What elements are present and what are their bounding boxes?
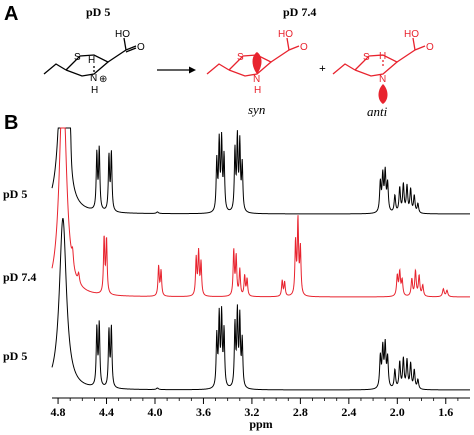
right-condition-label: pD 7.4	[283, 5, 316, 19]
syn-ring	[228, 54, 273, 77]
x-tick-label: 2.0	[390, 405, 405, 419]
x-tick-label: 2.4	[341, 405, 356, 419]
x-axis-label: ppm	[249, 417, 272, 431]
reactant-nh-atom: H	[91, 85, 98, 96]
reactant-structure	[43, 37, 137, 77]
spectrum-trace-2	[51, 127, 470, 298]
anti-h-atom: H	[379, 51, 386, 62]
anti-o-label: O	[426, 42, 434, 53]
reactant-h-atom: H	[88, 55, 95, 66]
x-axis-ticks: 4.8 4.4 4.0 3.6 3.2 2.8 2.4 2.0 1.6	[51, 398, 459, 419]
anti-ring	[354, 54, 399, 77]
syn-carboxyl-bond	[270, 49, 290, 63]
syn-label: syn	[248, 102, 265, 117]
reactant-ring	[65, 54, 110, 77]
x-tick-label: 3.6	[196, 405, 211, 419]
syn-ethyl-chain	[206, 63, 230, 75]
anti-s-atom: S	[363, 52, 370, 63]
anti-label: anti	[367, 104, 388, 119]
syn-co-bond	[288, 45, 300, 51]
anti-co-bond	[414, 45, 426, 51]
syn-atoms: S N H HO O	[237, 29, 308, 96]
spectrum-trace-1	[51, 127, 470, 215]
x-tick-label: 3.2	[244, 405, 259, 419]
panel-a: A pD 5 pD 7.4 S H N H ⊕ HO O	[4, 3, 434, 119]
x-tick-label: 4.4	[99, 405, 114, 419]
syn-ho-label: HO	[278, 29, 293, 40]
reactant-ho-label: HO	[115, 29, 130, 40]
panel-a-letter: A	[4, 3, 18, 25]
x-tick-label: 2.8	[293, 405, 308, 419]
anti-n-atom: N	[379, 74, 386, 85]
trace-label-top: pD 5	[3, 187, 27, 201]
reactant-co-bond	[125, 45, 137, 51]
syn-oh-bond	[286, 37, 290, 51]
syn-lone-pair-lobe	[252, 52, 262, 74]
anti-oh-bond	[412, 37, 416, 51]
reactant-carboxyl-bond	[107, 49, 127, 63]
panel-b: B pD 5 pD 7.4 pD 5 4.8 4.4 4.0 3.6 3.2 2.8 2.4…	[3, 112, 470, 431]
reactant-n-atom: N	[90, 73, 97, 84]
spectra-plot	[51, 127, 470, 391]
reactant-ethyl-chain	[43, 63, 67, 75]
left-condition-label: pD 5	[86, 5, 110, 19]
trace-label-bottom: pD 5	[3, 349, 27, 363]
syn-h-atom: H	[254, 85, 261, 96]
anti-structure	[332, 37, 426, 77]
spectrum-trace-3	[51, 217, 470, 391]
reactant-s-atom: S	[74, 52, 81, 63]
reactant-charge: ⊕	[99, 74, 107, 85]
reactant-atoms: S H N H ⊕ HO O	[74, 29, 145, 96]
syn-o-label: O	[300, 42, 308, 53]
panel-b-letter: B	[4, 112, 18, 134]
syn-n-atom: N	[253, 74, 260, 85]
reaction-arrow	[157, 66, 196, 74]
x-tick-label: 4.8	[51, 405, 66, 419]
anti-ho-label: HO	[404, 29, 419, 40]
syn-structure	[206, 37, 300, 77]
anti-ethyl-chain	[332, 63, 356, 75]
anti-atoms: S H N HO O	[363, 29, 434, 85]
reactant-oh-bond	[123, 37, 127, 51]
anti-carboxyl-bond	[396, 49, 416, 63]
x-tick-label: 1.6	[438, 405, 453, 419]
plus-sign: +	[319, 61, 326, 75]
reactant-co-bond-2	[125, 47, 137, 53]
trace-label-middle: pD 7.4	[3, 270, 36, 284]
anti-lone-pair-lobe	[378, 84, 388, 104]
reactant-o-label: O	[137, 42, 145, 53]
x-tick-label: 4.0	[147, 405, 162, 419]
syn-s-atom: S	[237, 52, 244, 63]
